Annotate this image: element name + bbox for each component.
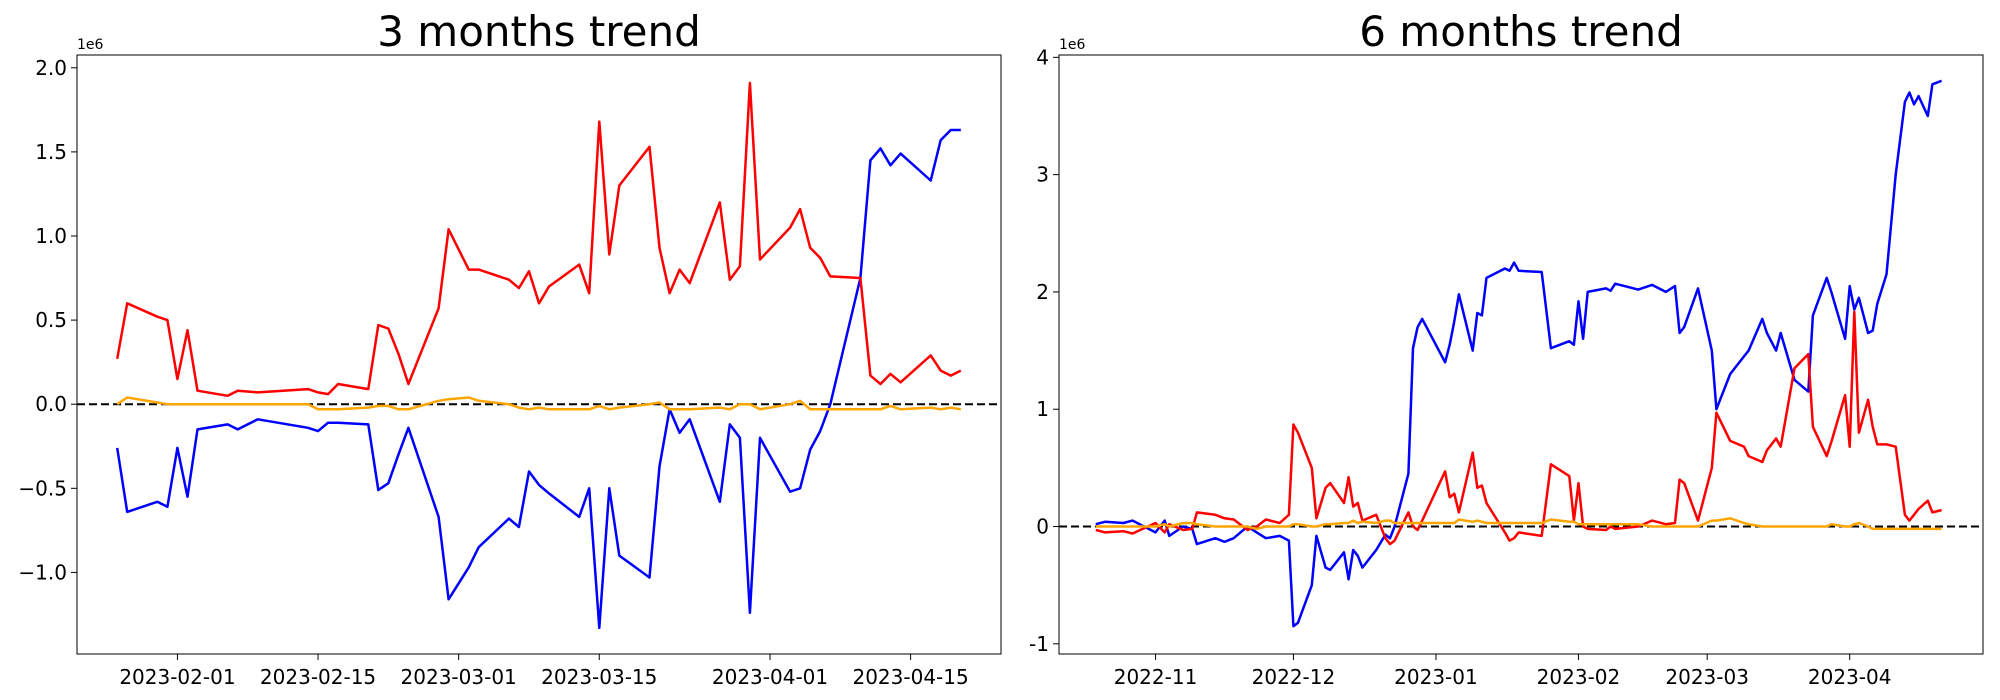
x-tick-label: 2023-02-15 bbox=[260, 665, 376, 689]
y-tick-label: 1.5 bbox=[35, 140, 67, 164]
series-line bbox=[115, 128, 961, 630]
x-tick-label: 2023-03 bbox=[1665, 665, 1749, 689]
y-tick-label: −1.0 bbox=[18, 560, 67, 584]
x-tick-label: 2023-02-01 bbox=[119, 665, 235, 689]
offset-label: 1e6 bbox=[77, 37, 104, 53]
x-tick-label: 2022-11 bbox=[1114, 665, 1198, 689]
x-tick-label: 2023-02 bbox=[1537, 665, 1621, 689]
axes-frame bbox=[76, 54, 1002, 655]
y-tick-label: 3 bbox=[1036, 163, 1049, 187]
series-line bbox=[1095, 79, 1943, 628]
y-tick-label: −0.5 bbox=[18, 476, 67, 500]
chart-title: 6 months trend bbox=[1359, 7, 1683, 56]
y-tick-label: 2 bbox=[1036, 280, 1049, 304]
offset-label: 1e6 bbox=[1059, 37, 1086, 53]
y-tick-label: 1 bbox=[1036, 397, 1049, 421]
y-tick-label: 4 bbox=[1036, 45, 1049, 69]
x-tick-label: 2023-04-01 bbox=[712, 665, 828, 689]
y-tick-label: 2.0 bbox=[35, 56, 67, 80]
series-line bbox=[1095, 517, 1942, 531]
series-line bbox=[1095, 310, 1942, 546]
y-tick-label: -1 bbox=[1029, 632, 1049, 656]
chart-title: 3 months trend bbox=[377, 7, 701, 56]
x-tick-label: 2023-04 bbox=[1808, 665, 1892, 689]
y-tick-label: 0 bbox=[1036, 515, 1049, 539]
x-tick-label: 2023-03-15 bbox=[541, 665, 657, 689]
x-tick-label: 2023-01 bbox=[1394, 665, 1478, 689]
series-line bbox=[116, 396, 962, 411]
y-tick-label: 1.0 bbox=[35, 224, 67, 248]
x-tick-label: 2022-12 bbox=[1252, 665, 1336, 689]
y-tick-label: 0.0 bbox=[35, 392, 67, 416]
axes-frame bbox=[1058, 54, 1984, 655]
x-tick-label: 2023-03-01 bbox=[401, 665, 517, 689]
series-line bbox=[115, 81, 962, 398]
y-tick-label: 0.5 bbox=[35, 308, 67, 332]
x-tick-label: 2023-04-15 bbox=[852, 665, 968, 689]
